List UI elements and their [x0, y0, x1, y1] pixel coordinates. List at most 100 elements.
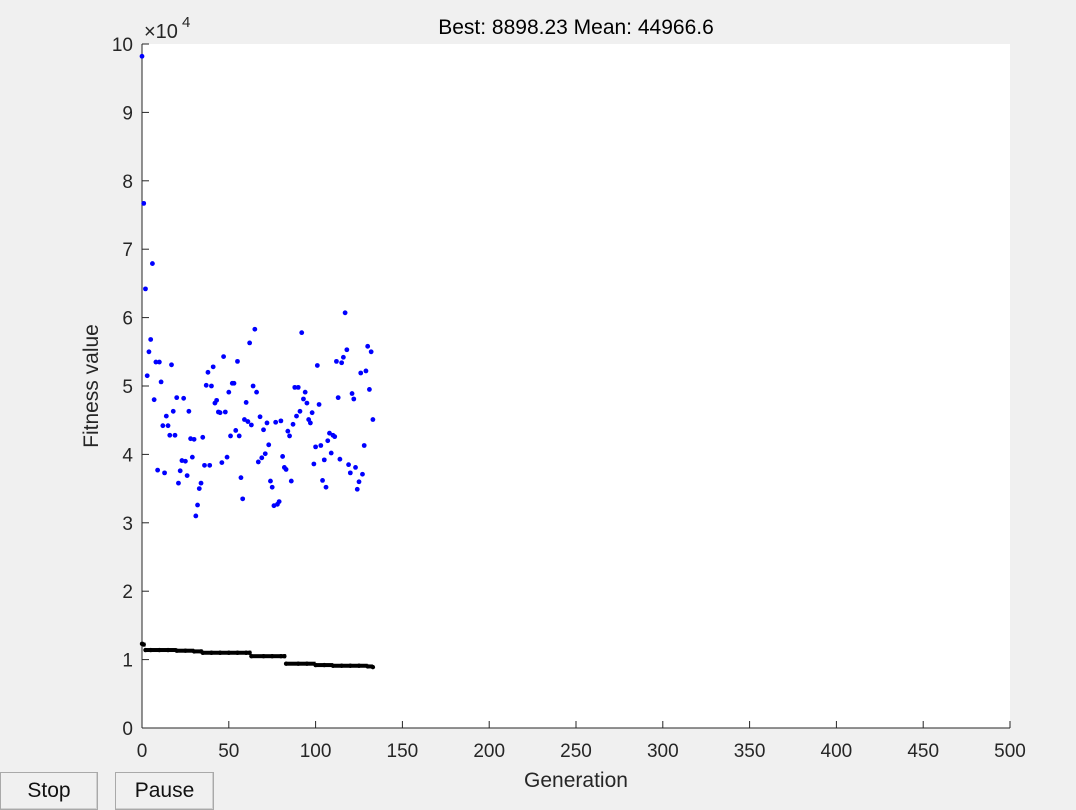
best-point [143, 647, 148, 653]
mean-point [202, 462, 207, 468]
best-point [304, 661, 310, 666]
best-point [200, 650, 205, 655]
mean-point [368, 349, 374, 355]
mean-point [200, 434, 206, 440]
series-best [139, 641, 376, 670]
y-tick-label: 4 [122, 445, 133, 466]
mean-point [139, 53, 145, 59]
mean-point [316, 402, 322, 407]
best-point [283, 661, 289, 666]
y-tick-label: 3 [122, 514, 133, 535]
best-point [148, 647, 153, 653]
best-point [278, 653, 284, 659]
best-point [261, 653, 266, 659]
best-point [141, 642, 146, 647]
mean-point [321, 457, 327, 463]
mean-point [151, 397, 157, 403]
mean-point [361, 443, 367, 448]
mean-point [195, 502, 200, 508]
y-axis-ticks: 0 1 2 3 4 5 6 7 8 9 10 [112, 35, 149, 740]
mean-point [297, 408, 303, 414]
best-point [322, 662, 327, 668]
mean-point [323, 484, 329, 490]
mean-point [245, 419, 251, 424]
mean-point [342, 310, 348, 316]
mean-point [257, 414, 263, 420]
mean-point [221, 354, 226, 359]
mean-point [160, 423, 166, 429]
mean-point [193, 513, 199, 519]
best-point [356, 663, 362, 668]
mean-point [295, 384, 301, 390]
series-mean [139, 53, 376, 519]
best-point [339, 663, 344, 668]
x-tick-label: 500 [994, 741, 1026, 762]
mean-point [240, 496, 246, 502]
mean-point [233, 428, 239, 433]
x-tick-label: 200 [473, 741, 505, 762]
y-tick-label: 2 [122, 582, 133, 603]
best-point [247, 650, 252, 655]
mean-point [207, 462, 213, 468]
x-tick-label: 0 [137, 741, 148, 762]
mean-point [228, 433, 233, 439]
mean-point [169, 362, 174, 368]
mean-point [337, 456, 343, 462]
mean-point [269, 484, 275, 490]
best-point [165, 647, 171, 653]
mean-point [273, 419, 279, 425]
mean-point [252, 326, 258, 332]
mean-point [311, 461, 317, 467]
mean-point [264, 420, 270, 426]
x-axis-ticks: 0 50 100 150 200 250 300 350 400 450 500 [137, 721, 1026, 762]
mean-point [307, 420, 313, 426]
best-point [243, 650, 249, 655]
mean-point [288, 478, 294, 484]
mean-point [353, 464, 358, 470]
mean-point [340, 354, 346, 360]
stop-button[interactable]: Stop [0, 772, 98, 810]
best-point [313, 662, 318, 668]
mean-point [261, 427, 266, 433]
best-point [157, 647, 162, 653]
mean-point [285, 428, 291, 434]
mean-point [170, 408, 176, 414]
best-point [217, 650, 223, 655]
mean-point [203, 382, 209, 388]
mean-point [301, 396, 306, 402]
mean-point [334, 358, 339, 364]
mean-point [248, 422, 254, 428]
mean-point [349, 391, 355, 396]
mean-point [354, 486, 360, 492]
axes-background [142, 44, 1010, 728]
mean-point [146, 349, 152, 355]
mean-point [165, 423, 171, 429]
mean-point [186, 408, 192, 414]
best-point [174, 648, 179, 653]
mean-point [318, 443, 324, 448]
mean-point [242, 417, 247, 422]
best-point [330, 663, 336, 668]
y-tick-label: 10 [112, 35, 133, 56]
mean-point [292, 384, 298, 390]
mean-point [360, 471, 365, 477]
pause-button[interactable]: Pause [115, 772, 214, 810]
mean-point [363, 368, 369, 374]
best-point [183, 648, 188, 653]
mean-point [191, 436, 197, 442]
mean-point [174, 395, 180, 401]
mean-point [181, 395, 187, 401]
mean-point [365, 343, 371, 349]
mean-point [290, 421, 296, 427]
mean-point [238, 475, 244, 481]
mean-point [346, 462, 351, 468]
best-point [270, 653, 275, 659]
mean-point [294, 413, 299, 419]
mean-point [247, 340, 253, 346]
mean-point [167, 432, 173, 438]
mean-point [304, 400, 310, 406]
mean-point [299, 330, 305, 336]
mean-point [287, 433, 292, 439]
best-point [370, 664, 376, 670]
mean-point [335, 395, 341, 401]
